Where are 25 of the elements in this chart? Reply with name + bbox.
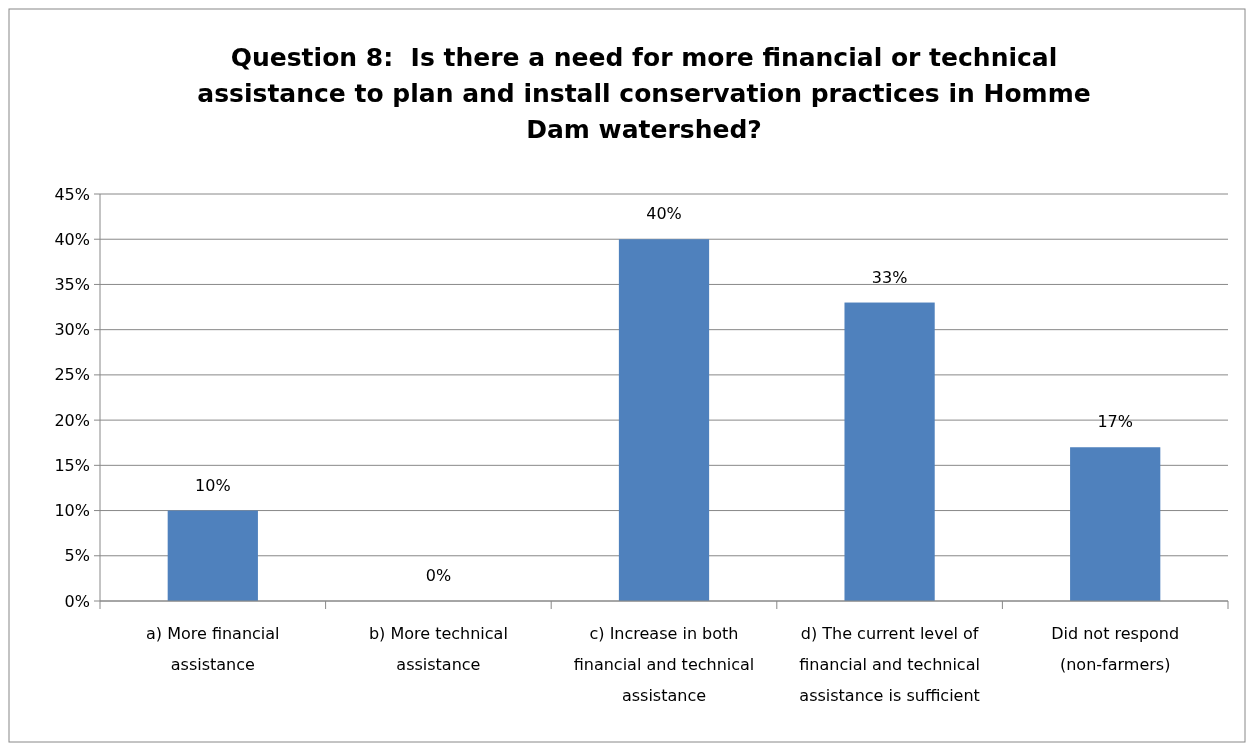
y-tick-label: 5%	[64, 546, 90, 566]
y-tick-label: 15%	[54, 455, 90, 475]
x-tick-label: c) Increase in both financial and technical assistance	[573, 624, 755, 705]
y-tick-label: 35%	[54, 275, 90, 295]
data-label: 40%	[646, 204, 682, 224]
y-tick-label: 0%	[64, 591, 90, 611]
bar	[618, 239, 710, 601]
bar	[1070, 447, 1161, 601]
x-tick-label: b) More technical assistance	[368, 624, 508, 674]
data-label: 0%	[425, 566, 452, 585]
y-tick-label: 10%	[54, 501, 90, 521]
x-tick-label: d) The current level of financial and technical assistance is sufficient	[799, 624, 980, 705]
bar	[844, 302, 935, 601]
y-tick-label: 25%	[54, 365, 90, 385]
data-label: 33%	[871, 267, 908, 287]
chart-title: Question 8: Is there a need for more financial or technical assistance to plan and install conservation practices in Homme Dam watershed?	[197, 43, 1091, 144]
y-tick-label: 40%	[54, 229, 90, 249]
data-label: 17%	[1097, 412, 1133, 432]
y-tick-label: 45%	[54, 184, 90, 204]
data-label: 10%	[195, 475, 231, 495]
y-tick-label: 20%	[54, 410, 90, 430]
y-tick-label: 30%	[54, 320, 90, 340]
x-tick-label: a) More financial assistance	[146, 624, 280, 674]
x-tick-label: Did not respond (non-farmers)	[1051, 624, 1180, 674]
bar	[167, 510, 258, 601]
